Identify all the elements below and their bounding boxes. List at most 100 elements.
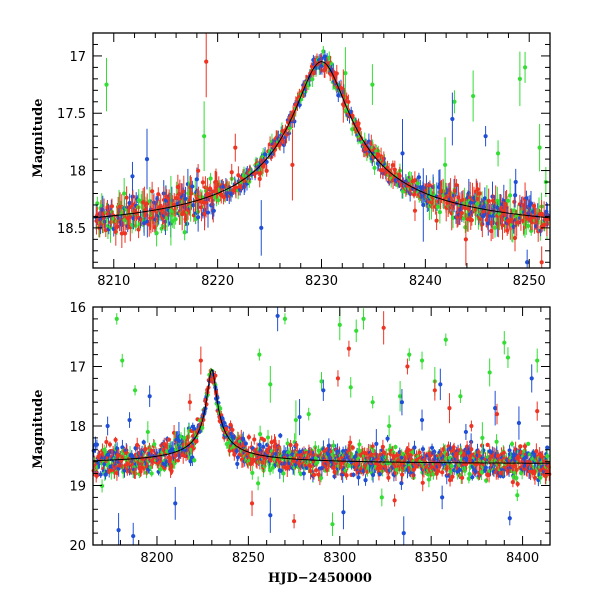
data-point <box>467 471 472 477</box>
data-point <box>344 473 349 478</box>
data-point <box>515 493 520 498</box>
data-point <box>127 215 132 220</box>
data-point <box>329 62 334 67</box>
data-point <box>351 472 356 477</box>
data-point <box>138 469 143 474</box>
data-point <box>149 448 154 453</box>
data-point <box>451 445 456 450</box>
data-point <box>239 184 244 189</box>
data-point <box>400 151 405 156</box>
data-point <box>356 475 361 480</box>
data-point <box>250 470 255 476</box>
data-point <box>343 71 348 76</box>
data-point <box>468 200 473 205</box>
data-point <box>539 211 544 216</box>
data-point <box>449 463 454 469</box>
data-point <box>469 447 474 452</box>
data-point <box>522 65 528 70</box>
data-point <box>483 465 488 470</box>
data-point <box>495 151 501 156</box>
data-point <box>512 199 517 204</box>
data-point <box>475 187 480 192</box>
data-point <box>539 260 544 265</box>
data-point <box>400 472 405 477</box>
data-point <box>513 447 518 452</box>
data-point <box>545 217 550 222</box>
data-point <box>460 475 465 480</box>
data-point <box>311 472 317 478</box>
data-point <box>216 198 221 203</box>
data-point <box>115 446 120 451</box>
data-point <box>518 444 523 449</box>
data-point <box>196 215 201 220</box>
x-tick-label: 8230 <box>305 274 338 289</box>
model-curve-top <box>92 61 551 219</box>
data-point <box>483 134 488 139</box>
data-point <box>380 444 385 450</box>
data-point <box>194 439 199 444</box>
data-point <box>480 222 485 227</box>
data-point <box>233 145 238 150</box>
data-point <box>411 473 416 478</box>
data-point <box>196 168 201 173</box>
data-point <box>278 433 283 438</box>
data-point <box>385 436 390 441</box>
data-point <box>412 208 418 213</box>
data-point <box>130 202 135 207</box>
data-point <box>470 475 475 480</box>
data-point <box>445 452 450 457</box>
data-point <box>301 471 306 476</box>
y-tick-label: 18.5 <box>57 222 86 237</box>
data-point <box>494 439 499 444</box>
data-point <box>526 441 531 446</box>
data-point <box>113 437 118 443</box>
data-point <box>415 181 420 186</box>
data-point <box>331 443 336 448</box>
data-point <box>257 442 262 447</box>
data-point <box>528 201 534 206</box>
data-point <box>122 218 127 223</box>
data-point <box>124 195 129 200</box>
data-point <box>175 184 180 190</box>
data-point <box>318 475 324 481</box>
points-layer-top <box>94 33 550 268</box>
data-point <box>265 435 271 440</box>
data-point <box>437 209 442 215</box>
data-point <box>514 475 519 481</box>
data-point <box>482 209 487 214</box>
data-point <box>156 192 161 197</box>
data-point <box>191 203 196 208</box>
x-tick-label: 8250 <box>513 274 546 289</box>
data-point <box>211 208 216 213</box>
data-point <box>348 440 353 445</box>
data-point <box>288 442 293 448</box>
data-point <box>200 180 206 185</box>
data-point <box>322 66 328 72</box>
data-point <box>459 210 464 216</box>
data-point <box>429 445 435 450</box>
x-tick-label: 8240 <box>409 274 442 289</box>
data-point <box>109 468 114 473</box>
data-point <box>259 225 264 230</box>
data-point <box>339 86 344 91</box>
data-point <box>199 205 204 210</box>
data-point <box>412 178 417 183</box>
data-point <box>505 198 510 203</box>
data-point <box>99 483 105 489</box>
data-point <box>168 208 173 213</box>
data-point <box>435 468 440 474</box>
data-point <box>331 465 336 470</box>
ticks-top: 8210 8220 8230 8240 8250 17 17.5 18 18.5 <box>57 32 551 289</box>
data-point <box>321 49 326 54</box>
data-point <box>290 162 295 167</box>
data-point <box>234 448 239 453</box>
data-point <box>450 116 455 122</box>
data-point <box>420 480 425 485</box>
data-point <box>230 427 235 433</box>
data-point <box>173 206 178 211</box>
data-point <box>350 445 355 450</box>
data-point <box>512 235 518 241</box>
data-point <box>482 196 487 201</box>
data-point <box>454 183 459 188</box>
data-point <box>152 442 157 447</box>
